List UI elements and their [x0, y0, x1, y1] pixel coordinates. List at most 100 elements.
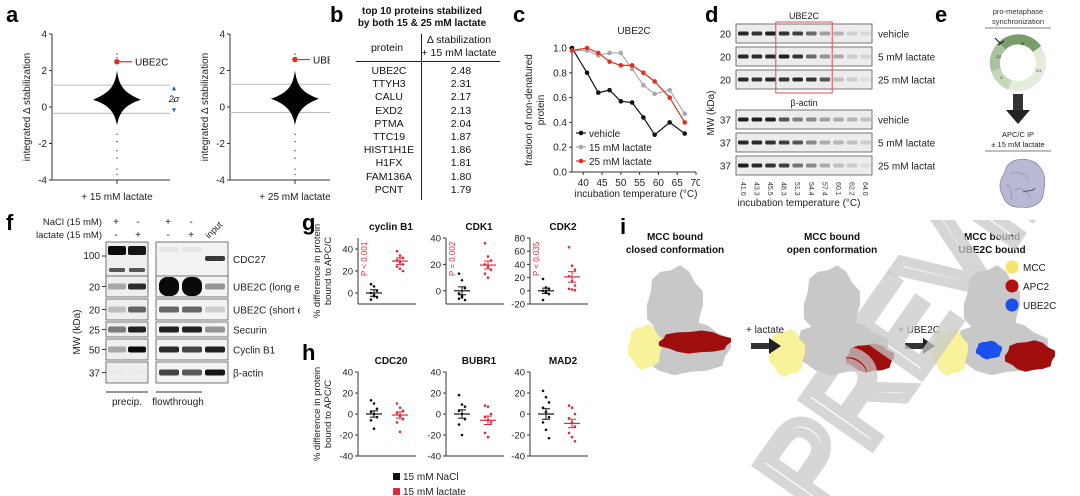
state-title-line1: MCC bound: [647, 232, 703, 243]
series-line: [571, 47, 686, 123]
y-tick-label: -40: [339, 452, 353, 463]
blot-strip: 37 5 mM lactate: [720, 132, 935, 153]
blot-band: [738, 31, 749, 36]
blot-strip: 37 vehicle: [720, 109, 910, 130]
outlier-point: [116, 157, 118, 159]
transition-arrow: + UBE2C: [898, 325, 940, 354]
y-tick-label: 80: [514, 234, 525, 245]
y-axis-label-line2: bound to APC/C: [323, 237, 334, 305]
data-point: [570, 288, 574, 291]
y-tick-label: -4: [38, 176, 47, 187]
data-point: [618, 99, 624, 104]
mcc-shape: [627, 324, 662, 371]
blot-band: [860, 163, 871, 168]
x-tick-label: 45: [596, 178, 608, 189]
outlier-point: [116, 140, 118, 143]
ube2c-point: [292, 56, 298, 63]
data-point: [544, 395, 548, 399]
protein-label: UBE2C (short exp): [233, 306, 300, 317]
y-tick-label: 0.6: [553, 93, 567, 104]
nacl-sign: +: [113, 217, 119, 228]
arrow-shaft: [905, 343, 923, 349]
data-point: [569, 48, 575, 53]
y-tick-label: 4: [219, 30, 225, 41]
legend-swatch: [393, 488, 400, 495]
data-point: [547, 401, 551, 404]
data-point: [570, 406, 574, 409]
series-15-mM-lactate: 15 mM lactate: [569, 48, 688, 154]
plot-title: cyclin B1: [369, 222, 413, 233]
nacl-sign: +: [165, 217, 171, 228]
outlier-point: [294, 150, 296, 152]
blot-band: [751, 54, 763, 59]
mcc-shape: [931, 327, 968, 377]
y-tick-label: 0.4: [553, 118, 567, 129]
legend-label: 25 mM lactate: [589, 157, 652, 168]
y-tick-label: 40: [514, 260, 525, 271]
blot-band: [792, 117, 803, 122]
data-point: [460, 433, 464, 437]
protein-name: CALU: [374, 91, 403, 104]
y-tick-label: 40: [342, 245, 353, 256]
plot-title: CDK2: [549, 222, 577, 233]
blot-row: 37 β-actin: [89, 361, 263, 384]
y-tick-label: 0: [348, 289, 353, 300]
stabilization-value: 2.48: [450, 65, 472, 77]
protein-name: H1FX: [375, 157, 403, 170]
legend-swatch: [1005, 279, 1019, 293]
phase-s: S: [1000, 75, 1003, 80]
data-point: [489, 421, 493, 424]
blot-band: [806, 77, 817, 82]
y-tick-label: 20: [514, 273, 525, 284]
blot-band: [792, 31, 803, 36]
row-label: vehicle: [878, 116, 910, 127]
state-title-line1: MCC bound: [964, 232, 1020, 243]
violin-plot: 4 2 0 -2 -4 + 15 mM lactate integrated Δ stabi…: [22, 30, 180, 204]
data-point: [682, 131, 688, 136]
data-point: [567, 287, 571, 291]
e-ip-line1: APC/C IP: [1002, 130, 1034, 139]
data-point: [641, 70, 646, 76]
blot-band: [128, 369, 146, 376]
stabilization-value: 2.13: [450, 104, 472, 117]
x-axis-label: incubation temperature (°C): [738, 198, 861, 208]
stabilization-value: 2.31: [450, 78, 472, 91]
apc-state-3: MCC bound UBE2C bound: [931, 232, 1055, 377]
data-point: [457, 292, 461, 295]
blot-band: [833, 117, 844, 122]
data-point: [607, 50, 612, 56]
state-title-line2: open conformation: [787, 245, 878, 256]
blot-band: [778, 140, 790, 145]
data-point: [372, 402, 376, 405]
table-row: PCNT 1.79: [358, 184, 500, 197]
nacl-sign: -: [189, 217, 192, 228]
data-point: [652, 132, 657, 138]
data-point: [541, 389, 545, 393]
apc2-shape: [845, 343, 894, 373]
y-tick-label: 1.0: [553, 44, 567, 55]
panel-label-a: a: [6, 2, 19, 27]
blot-band: [108, 346, 126, 353]
blot-band: [806, 163, 817, 168]
data-point: [570, 435, 574, 439]
temperature-label: 64.0: [861, 182, 868, 196]
mw-marker: 37: [720, 139, 732, 150]
blot-band: [792, 140, 803, 145]
blot-band: [846, 54, 858, 59]
blot-strip: 20 25 mM lactate: [720, 69, 935, 90]
blot-frame: [735, 23, 873, 44]
e-ip-line2: ± 15 mM lactate: [991, 140, 1044, 149]
y-axis-label: MW (kDa): [706, 91, 717, 136]
data-point: [372, 427, 376, 430]
data-point: [457, 272, 461, 275]
temperature-label: 41.0: [739, 182, 746, 196]
data-point: [395, 265, 399, 268]
data-point: [457, 393, 461, 397]
arrow-shaft: [751, 343, 769, 349]
row-label: 5 mM lactate: [878, 139, 935, 150]
panel-b-table: protein Δ stabilization + 15 mM lactate …: [356, 34, 500, 200]
data-point: [369, 419, 373, 422]
data-point: [483, 272, 487, 275]
panel-label-h: h: [302, 340, 316, 365]
blot-band: [765, 31, 776, 36]
